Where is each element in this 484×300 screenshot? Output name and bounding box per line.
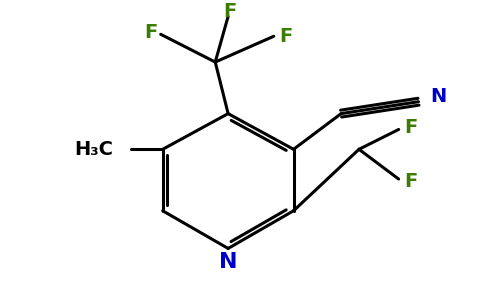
Text: F: F <box>224 2 237 21</box>
Text: N: N <box>430 87 446 106</box>
Text: N: N <box>219 252 237 272</box>
Text: F: F <box>144 23 157 42</box>
Text: F: F <box>404 118 417 137</box>
Text: F: F <box>404 172 417 190</box>
Text: F: F <box>279 27 292 46</box>
Text: H₃C: H₃C <box>74 140 113 159</box>
